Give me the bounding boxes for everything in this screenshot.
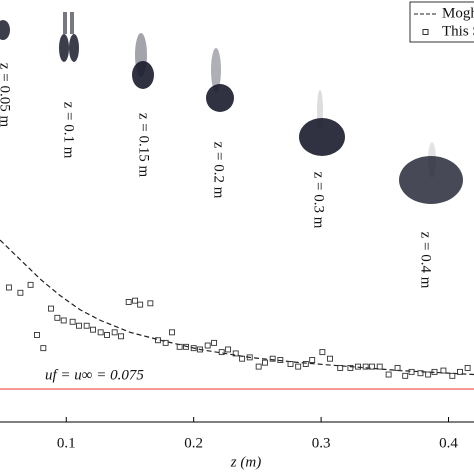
scatter-point xyxy=(27,281,34,288)
scatter-point xyxy=(48,305,54,312)
scatter-point xyxy=(449,372,456,379)
scatter-point xyxy=(137,301,144,308)
x-tick-label: 0.4 xyxy=(439,435,458,451)
scatter-point xyxy=(239,355,246,362)
x-tick-label: 0.1 xyxy=(57,435,76,451)
scatter-point xyxy=(262,359,268,366)
scatter-point xyxy=(83,322,90,329)
legend-swatch xyxy=(422,29,429,35)
scatter-point xyxy=(155,337,161,344)
scatter-point xyxy=(440,367,447,374)
plume-label: z = 0.05 m xyxy=(0,63,13,128)
annotation: uf = u∞ = 0.075 xyxy=(45,367,144,383)
scatter-point xyxy=(369,363,376,370)
scatter-point xyxy=(232,350,239,357)
scatter-point xyxy=(176,343,183,350)
x-tick-label: 0.3 xyxy=(312,435,331,451)
scatter-point xyxy=(394,364,401,371)
scatter-point xyxy=(309,357,316,363)
scatter-point xyxy=(17,289,24,296)
legend xyxy=(409,1,474,43)
scatter-point xyxy=(225,346,232,353)
scatter-point xyxy=(111,329,118,336)
scatter-point xyxy=(327,355,333,362)
scatter-point xyxy=(97,329,104,336)
scatter-point xyxy=(90,326,96,333)
scatter-point xyxy=(287,361,294,367)
scatter-point xyxy=(147,300,154,307)
scatter-point xyxy=(211,339,218,346)
scatter-point xyxy=(54,314,61,321)
scatter-point xyxy=(362,363,369,370)
x-tick-label: 0.2 xyxy=(184,435,203,451)
scatter-point xyxy=(457,368,463,375)
legend-label: This S xyxy=(442,23,474,39)
scatter-point xyxy=(218,349,225,356)
legend-box xyxy=(409,1,474,43)
plume-images xyxy=(0,12,463,204)
plume-label: z = 0.1 m xyxy=(61,102,77,159)
scatter-point xyxy=(277,357,284,363)
scatter-point xyxy=(60,317,67,324)
scatter-point xyxy=(246,354,253,361)
scatter-point xyxy=(104,332,110,338)
scatter-point xyxy=(269,355,276,362)
plume-label: z = 0.15 m xyxy=(136,113,152,178)
scatter-point xyxy=(417,370,424,377)
scatter-point xyxy=(190,345,197,352)
scatter-point xyxy=(431,368,438,375)
scatter-point xyxy=(183,343,189,350)
scatter-point xyxy=(408,368,415,375)
scatter-point xyxy=(5,284,12,291)
scatter-point xyxy=(464,364,471,371)
dashed-line xyxy=(0,239,474,376)
scatter-point xyxy=(385,371,392,378)
scatter-point xyxy=(425,371,432,378)
plume-label: z = 0.2 m xyxy=(211,142,227,199)
scatter-point xyxy=(125,299,132,305)
plume-label: z = 0.4 m xyxy=(418,232,434,289)
scatter-point xyxy=(295,363,302,370)
scatter-point xyxy=(34,332,40,338)
scatter-point xyxy=(204,342,211,349)
scatter-point xyxy=(376,363,383,370)
scatter-point xyxy=(169,329,175,336)
scatter-point xyxy=(302,361,309,367)
scatter-point xyxy=(132,297,139,304)
scatter-point xyxy=(255,363,262,370)
scatter-point xyxy=(197,346,203,353)
plume-label: z = 0.3 m xyxy=(311,172,327,229)
x-axis-label: z (m) xyxy=(230,454,261,470)
legend-label: Mogha xyxy=(442,5,474,21)
scatter-point xyxy=(40,345,47,352)
scatter-point xyxy=(319,349,326,356)
scatter-point xyxy=(118,333,124,340)
scatter-point xyxy=(402,372,409,379)
scatter-point xyxy=(162,339,169,346)
scatter-point xyxy=(347,364,354,371)
scatter-point xyxy=(355,363,361,370)
scatter-point xyxy=(76,322,82,329)
scatter-point xyxy=(337,364,344,371)
scatter-point xyxy=(69,318,76,325)
